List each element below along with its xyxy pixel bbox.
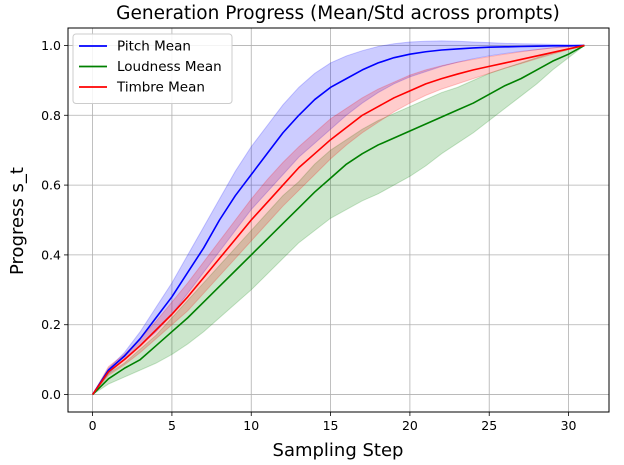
plot-area: 0 5 10 15 20 25 30 0.0 0.2 0.4 0.6 0.8 1.0: [41, 27, 610, 433]
mean-line-series-3: [91, 44, 585, 396]
mean-line-series-2: [92, 44, 585, 396]
x-tick-label: 30: [561, 418, 577, 433]
x-tick-label: 10: [243, 418, 259, 433]
mean-line-series-1: [91, 44, 585, 395]
x-tick-label: 5: [168, 418, 176, 433]
y-tick-label: 0.6: [41, 178, 61, 193]
y-tick-label: 0.4: [41, 247, 61, 262]
axes-frame: [67, 27, 610, 413]
legend-box: [72, 33, 233, 104]
legend-label: Loudness Mean: [117, 59, 222, 75]
y-tick-label: 1.0: [41, 38, 61, 53]
y-tick-label: 0.2: [41, 317, 61, 332]
x-tick-label: 15: [323, 418, 339, 433]
chart-title: Generation Progress (Mean/Std across pro…: [116, 3, 560, 24]
y-tick-label: 0.8: [41, 108, 61, 123]
x-axis-label: Sampling Step: [273, 440, 404, 461]
y-tick-label: 0.0: [41, 387, 61, 402]
x-tick-label: 25: [481, 418, 497, 433]
x-tick-label: 0: [89, 418, 97, 433]
x-tick-label: 20: [402, 418, 418, 433]
legend: Pitch Mean Loudness Mean Timbre Mean: [72, 33, 233, 104]
legend-label: Timbre Mean: [116, 80, 205, 96]
y-axis-label: Progress s_t: [7, 167, 28, 275]
legend-label: Pitch Mean: [117, 39, 191, 55]
